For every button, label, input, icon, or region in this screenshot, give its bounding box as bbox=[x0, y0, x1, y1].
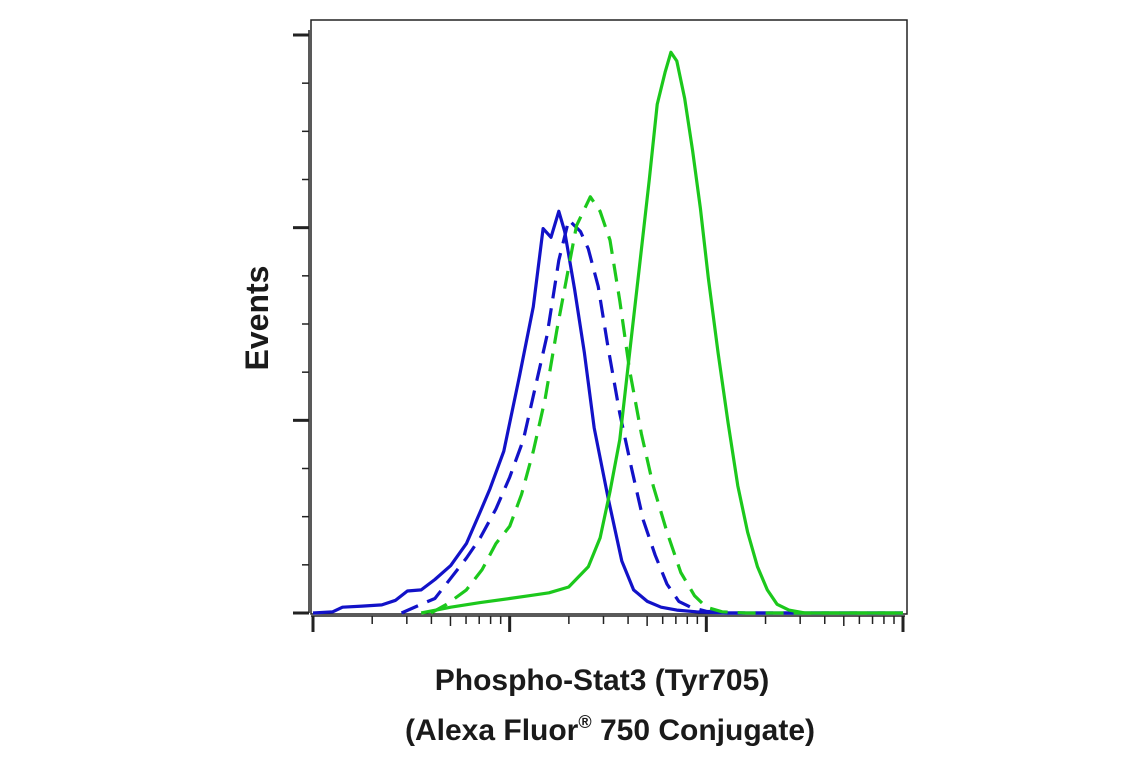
y-axis bbox=[293, 30, 310, 615]
series-line-1-solid bbox=[312, 209, 903, 615]
y-axis-label: Events bbox=[239, 266, 275, 371]
series-line-3-dashed bbox=[430, 195, 903, 615]
x-axis bbox=[311, 615, 905, 632]
series-line-4-solid bbox=[420, 50, 903, 615]
registered-mark: ® bbox=[578, 712, 591, 732]
x-axis-label-line2: (Alexa Fluor® 750 Conjugate) bbox=[405, 712, 815, 747]
x-axis-label-line1: Phospho-Stat3 (Tyr705) bbox=[435, 664, 770, 697]
series-line-2-dashed bbox=[400, 218, 903, 615]
plot-area-frame bbox=[310, 19, 908, 615]
series-layer bbox=[312, 50, 903, 615]
